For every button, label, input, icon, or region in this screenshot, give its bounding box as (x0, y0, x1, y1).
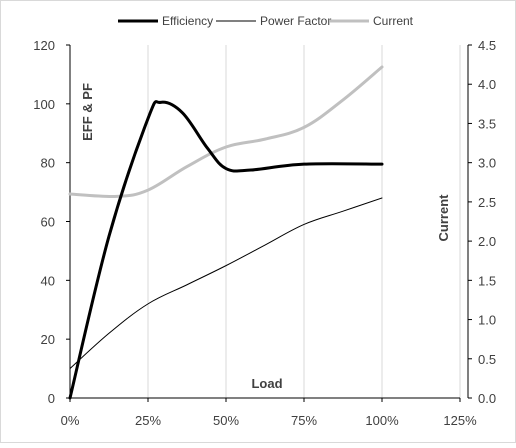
right-tick-label: 2.5 (478, 195, 496, 210)
right-y-axis-ticks: 0.0 0.5 1.0 1.5 2.0 2.5 3.0 3.5 4.0 4.5 (468, 38, 496, 406)
legend-label: Efficiency (162, 14, 213, 28)
series-lines (68, 65, 384, 400)
left-axis-title: EFF & PF (80, 83, 95, 141)
left-tick-label: 20 (41, 332, 55, 347)
right-tick-label: 1.5 (478, 273, 496, 288)
legend-label: Power Factor (260, 14, 331, 28)
legend: Efficiency Power Factor Current (118, 14, 414, 28)
legend-item-current: Current (329, 14, 414, 28)
left-tick-label: 0 (48, 391, 55, 406)
right-axis-title: Current (436, 194, 451, 242)
x-axis-ticks: 0% 25% 50% 75% 100% 125% (61, 398, 477, 428)
x-tick-label: 100% (365, 413, 399, 428)
right-tick-label: 0.5 (478, 352, 496, 367)
left-tick-label: 60 (41, 215, 55, 230)
series-line-power-factor (69, 197, 383, 370)
x-axis-title: Load (251, 376, 282, 391)
right-tick-label: 1.0 (478, 313, 496, 328)
series-line-current (68, 65, 384, 199)
right-tick-label: 4.5 (478, 38, 496, 53)
right-tick-label: 4.0 (478, 77, 496, 92)
legend-item-power-factor: Power Factor (216, 14, 331, 28)
series-line-efficiency (68, 100, 384, 400)
right-tick-label: 3.0 (478, 156, 496, 171)
right-tick-label: 3.5 (478, 116, 496, 131)
x-tick-label: 125% (443, 413, 477, 428)
legend-label: Current (373, 14, 414, 28)
x-tick-label: 50% (213, 413, 239, 428)
left-tick-label: 120 (33, 38, 55, 53)
right-tick-label: 0.0 (478, 391, 496, 406)
x-tick-label: 25% (135, 413, 161, 428)
legend-item-efficiency: Efficiency (118, 14, 213, 28)
x-tick-label: 0% (61, 413, 80, 428)
left-y-axis-ticks: 0 20 40 60 80 100 120 (33, 38, 70, 406)
left-tick-label: 80 (41, 156, 55, 171)
vertical-gridlines (147, 45, 461, 398)
x-tick-label: 75% (291, 413, 317, 428)
right-tick-label: 2.0 (478, 234, 496, 249)
left-tick-label: 100 (33, 97, 55, 112)
left-tick-label: 40 (41, 273, 55, 288)
